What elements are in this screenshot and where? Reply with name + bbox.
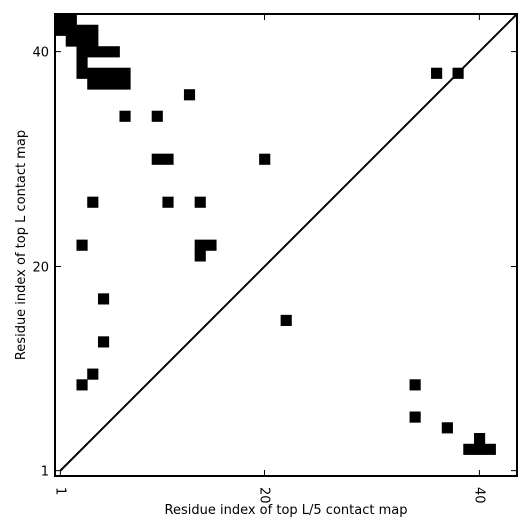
contact-cell-upper-14-26	[194, 196, 206, 208]
contact-cell-upper-7-37	[119, 78, 131, 90]
contact-cell-upper-5-40	[97, 46, 110, 58]
contact-cell-upper-14-22	[194, 239, 206, 251]
y-tick-label-1: 1	[41, 465, 49, 480]
x-tick-label-40: 40	[471, 487, 486, 504]
contact-cell-lower-37-5	[441, 422, 453, 434]
contact-cell-upper-14-21	[194, 250, 206, 262]
contact-cell-upper-2-43	[65, 14, 77, 26]
contact-cells	[55, 14, 496, 455]
y-tick-label-40: 40	[32, 46, 49, 61]
contact-cell-upper-3-40	[76, 46, 88, 58]
contact-cell-lower-40-3	[474, 443, 486, 455]
contact-cell-lower-40-4	[474, 433, 486, 445]
contact-cell-upper-2-42	[65, 24, 77, 36]
contact-cell-lower-34-6	[409, 411, 421, 423]
contact-cell-upper-6-38	[108, 67, 120, 79]
contact-cell-upper-4-40	[87, 46, 99, 58]
contact-cell-upper-3-41	[76, 35, 88, 47]
contact-cell-upper-5-38	[97, 67, 110, 79]
contact-cell-upper-3-38	[76, 67, 88, 79]
contact-cell-upper-1-42	[55, 24, 67, 36]
contact-cell-upper-6-37	[108, 78, 120, 90]
contact-cell-lower-20-30	[259, 153, 271, 165]
contact-cell-upper-3-42	[76, 24, 88, 36]
x-tick-label-20: 20	[257, 487, 272, 504]
contact-cell-upper-3-39	[76, 56, 88, 69]
contact-cell-upper-11-26	[162, 196, 174, 208]
contact-cell-upper-7-38	[119, 67, 131, 79]
x-tick-label-1: 1	[52, 487, 67, 495]
contact-cell-upper-10-30	[151, 153, 163, 165]
y-axis-label: Residue index of top L contact map	[14, 130, 29, 360]
contact-cell-upper-2-41	[65, 35, 77, 47]
contact-cell-upper-13-36	[183, 89, 196, 101]
contact-cell-upper-6-40	[108, 46, 120, 58]
contact-cell-lower-39-3	[463, 443, 475, 455]
contact-cell-lower-34-9	[409, 379, 421, 391]
contact-cell-upper-4-42	[87, 24, 99, 36]
contact-cell-upper-4-37	[87, 78, 99, 90]
diagonal-line	[59, 13, 518, 472]
contact-cell-lower-41-3	[484, 443, 496, 455]
contact-cell-upper-4-41	[87, 35, 99, 47]
contact-cell-upper-5-17	[97, 293, 110, 305]
contact-cell-upper-4-26	[87, 196, 99, 208]
contact-cell-upper-5-37	[97, 78, 110, 90]
contact-cell-upper-3-22	[76, 239, 88, 251]
x-axis-label: Residue index of top L/5 contact map	[165, 503, 408, 518]
plot-frame	[54, 13, 518, 477]
contact-cell-upper-5-13	[97, 336, 110, 348]
contact-cell-lower-22-15	[280, 314, 292, 326]
contact-cell-lower-36-38	[431, 67, 443, 79]
contact-cell-upper-11-30	[162, 153, 174, 165]
y-tick-label-20: 20	[32, 260, 49, 275]
contact-cell-upper-15-22	[205, 239, 217, 251]
contact-cell-upper-3-9	[76, 379, 88, 391]
axis-ticks: 1 20 40 1 20 40	[32, 14, 517, 504]
contact-cell-upper-4-38	[87, 67, 99, 79]
contact-cell-upper-7-34	[119, 110, 131, 122]
contact-cell-upper-4-10	[87, 368, 99, 380]
contact-cell-upper-10-34	[151, 110, 163, 122]
